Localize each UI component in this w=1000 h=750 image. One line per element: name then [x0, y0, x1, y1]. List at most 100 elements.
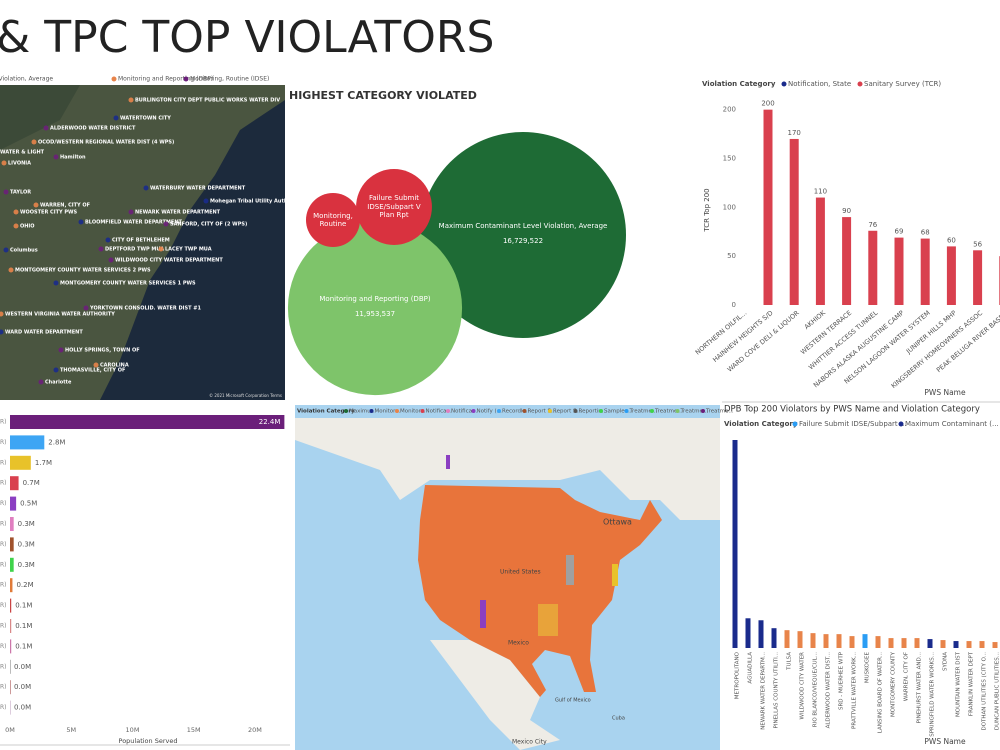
bubble-label: Monitoring and Reporting (DBP) [319, 295, 430, 303]
legend-title: Violation Category [724, 420, 798, 428]
map-place-label: MONTGOMERY COUNTY WATER SERVICES 2 PWS [15, 268, 151, 274]
map2-state [538, 604, 558, 636]
bar [842, 217, 852, 305]
x-tick-label: METROPOLITANO [735, 651, 741, 699]
map-place-label: BLOOMFIELD WATER DEPARTMENT [85, 220, 183, 226]
bar [823, 634, 829, 648]
x-tick-label: PINEHURST WATER AND... [917, 652, 923, 724]
legend-label: Maximum Contaminant (... [905, 420, 999, 428]
x-tick-label: WILDWOOD CITY WATER [800, 652, 806, 720]
bar [894, 237, 904, 305]
y-tick-label: 50 [727, 252, 736, 260]
map-place-label: ALDERWOOD WATER DISTRICT [50, 126, 136, 132]
map-land [0, 85, 285, 400]
map-marker [78, 219, 84, 225]
map-marker [98, 246, 104, 252]
y-tick-label: R) [0, 623, 7, 630]
data-label: 0.5M [20, 500, 37, 508]
bar [732, 440, 738, 648]
map-land-north [0, 85, 80, 150]
map-place-label: OHIO [20, 224, 35, 230]
bar [10, 639, 12, 654]
bar [784, 630, 790, 648]
y-tick-label: R) [0, 459, 7, 466]
bar [771, 628, 777, 648]
legend-dot [573, 409, 578, 413]
legend-dot [344, 409, 348, 413]
data-label: 0.1M [15, 642, 32, 650]
map-place-label: Columbus [10, 248, 38, 254]
legend-dot [675, 409, 680, 413]
bar [10, 415, 285, 429]
y-tick-label: R) [0, 684, 7, 691]
map2-state [480, 600, 486, 628]
map-place-label: CAROLINA [100, 363, 129, 369]
map-marker [3, 189, 9, 195]
bar [10, 537, 14, 552]
map-place-label: WATERTOWN CITY [120, 116, 171, 122]
y-tick-label: R) [0, 561, 7, 568]
x-tick-label: MOUNTAIN WATER DIST [956, 651, 962, 717]
x-tick-label: 10M [126, 726, 140, 734]
x-tick-label: SRD - MUERHEE WTP [839, 651, 845, 710]
data-label: 76 [868, 221, 877, 229]
map-place-label: WOOSTER CITY PWS [20, 210, 78, 216]
y-tick-label: R) [0, 602, 7, 609]
map-marker [163, 221, 169, 227]
map-marker [203, 198, 209, 204]
legend-dot [701, 409, 705, 413]
y-tick-label: R) [0, 521, 7, 528]
bubble-value: 16,729,522 [503, 237, 543, 245]
map-place-label: NEWARK WATER DEPARTMENT [135, 210, 221, 216]
bar [868, 230, 878, 305]
y-tick-label: 0 [732, 301, 736, 309]
bubble [305, 192, 361, 248]
legend-dot [471, 409, 476, 413]
bar [946, 246, 956, 305]
page-title: & TPC TOP VIOLATORS [0, 12, 494, 63]
map-marker [3, 247, 9, 253]
map-place-label: THOMASVILLE, CITY OF [60, 368, 125, 374]
y-tick-label: 150 [723, 154, 736, 162]
legend-dot [183, 76, 189, 82]
y-tick-label: R) [0, 419, 7, 426]
map-marker [53, 280, 59, 286]
legend-dot [497, 409, 501, 413]
data-label: 56 [973, 240, 982, 248]
data-label: 2.8M [48, 438, 65, 446]
legend-dot [111, 76, 117, 82]
map-marker [93, 362, 99, 368]
x-tick-label: SYDNA [943, 652, 949, 671]
bar [927, 639, 933, 648]
map-marker [1, 160, 7, 166]
data-label: 68 [921, 229, 930, 237]
legend-label: Monitor... [400, 409, 426, 415]
legend-dot [781, 81, 787, 87]
chart-title: DPB Top 200 Violators by PWS Name and Vi… [724, 405, 980, 415]
map-place-label: WILDWOOD CITY WATER DEPARTMENT [115, 258, 223, 264]
map2-place-label: United States [500, 569, 541, 576]
map2-mexico [430, 640, 560, 750]
legend-label: Failure Submit IDSE/Subpart ... [799, 420, 907, 428]
legend-dot [898, 421, 904, 427]
legend-label: Monitoring and Reporting (DBP) [118, 76, 213, 83]
map-place-label: WESTERN VIRGINIA WATER AUTHORITY [5, 312, 115, 318]
bar [758, 620, 764, 648]
bar [763, 109, 773, 306]
bar [862, 634, 868, 648]
data-label: 90 [842, 207, 851, 215]
map2-canada [295, 418, 720, 520]
bar [973, 250, 983, 305]
y-axis-title: TCR Top 200 [703, 188, 711, 232]
bar [10, 557, 14, 572]
map2-state [612, 564, 618, 586]
data-label: 69 [895, 228, 904, 236]
legend-dot [395, 409, 399, 413]
x-tick-label: 0M [5, 726, 15, 734]
legend-label: Treatme... [680, 409, 709, 415]
x-tick-label: RIO BLANCO/VIEQUE/CUL... [813, 652, 819, 727]
bar [10, 476, 19, 491]
bubble [356, 169, 432, 245]
bubble-label: Maximum Contaminant Level Violation, Ave… [439, 222, 608, 230]
